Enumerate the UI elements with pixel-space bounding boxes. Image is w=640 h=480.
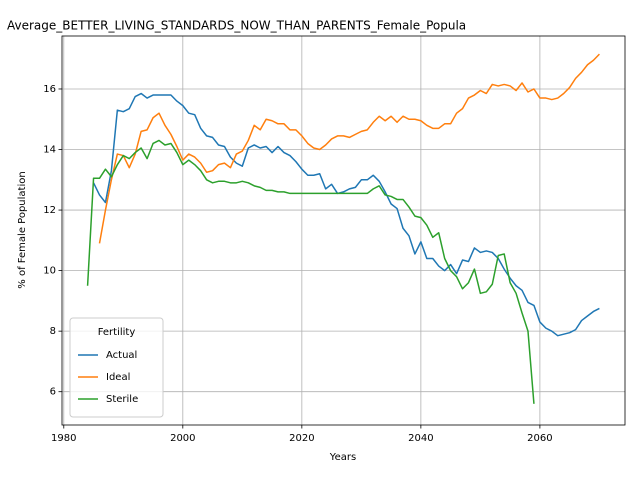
legend: Fertility Actual Ideal Sterile [69, 317, 164, 418]
y-tick-label: 14 [43, 145, 56, 156]
x-tick-label: 2040 [408, 433, 433, 444]
y-tick-label: 6 [50, 387, 56, 398]
legend-box [69, 317, 164, 418]
legend-label: Sterile [106, 394, 138, 405]
x-tick-label: 2020 [289, 433, 314, 444]
x-tick-label: 1980 [51, 433, 76, 444]
legend-label: Ideal [106, 372, 130, 383]
x-tick-label: 2060 [527, 433, 552, 444]
y-axis-label: % of Female Population [17, 171, 28, 288]
legend-title: Fertility [98, 327, 136, 338]
plot-frame [61, 35, 626, 426]
line-series [92, 92, 600, 337]
x-axis-label: Years [329, 452, 356, 463]
line-series [86, 139, 535, 404]
chart-title: Average_BETTER_LIVING_STANDARDS_NOW_THAN… [7, 19, 466, 33]
y-tick-label: 16 [43, 84, 56, 95]
y-tick-label: 12 [43, 205, 56, 216]
x-tick-label: 2000 [170, 433, 195, 444]
y-tick-label: 8 [50, 326, 56, 337]
legend-label: Actual [106, 350, 137, 361]
y-tick-label: 10 [43, 266, 56, 277]
line-series [98, 53, 600, 244]
